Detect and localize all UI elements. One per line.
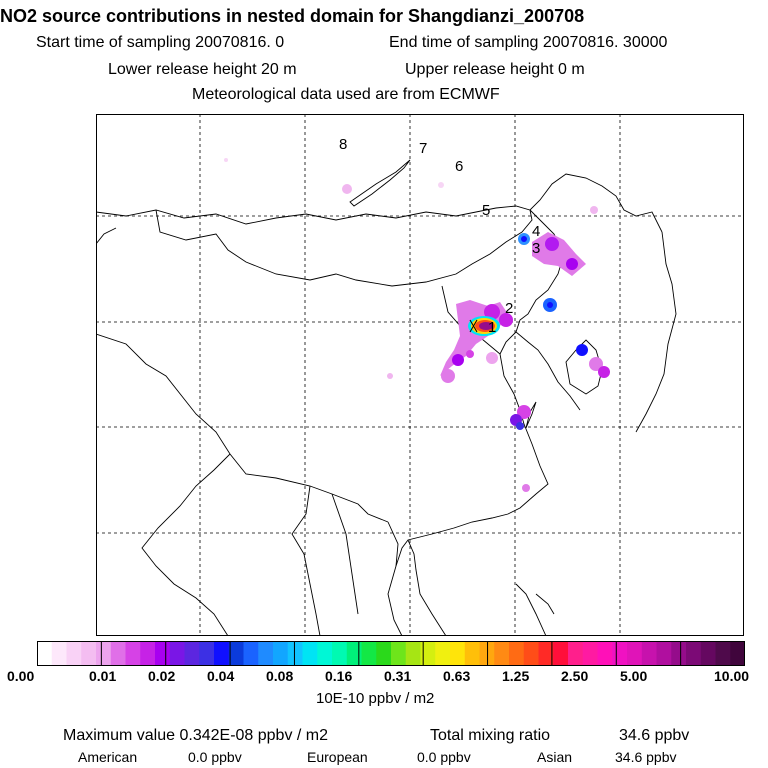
country-borders	[96, 173, 677, 636]
colorbar-cell	[597, 641, 613, 666]
marker-3: 3	[532, 240, 540, 257]
no2-concentration-field	[224, 158, 610, 492]
colorbar-cell	[700, 641, 716, 666]
colorbar-cell	[317, 641, 333, 666]
total-mixing-ratio-label: Total mixing ratio	[430, 727, 551, 744]
colorbar-cell	[302, 641, 318, 666]
colorbar-tick-label: 0.01	[89, 668, 117, 684]
colorbar-cell	[332, 641, 348, 666]
colorbar-cell	[110, 641, 126, 666]
colorbar-cell	[96, 641, 112, 666]
colorbar-tick-label: 5.00	[620, 668, 648, 684]
colorbar-cell	[509, 641, 525, 666]
map-title: NO2 source contributions in nested domai…	[0, 6, 585, 26]
colorbar-cell	[37, 641, 53, 666]
colorbar-cell	[715, 641, 731, 666]
colorbar-cell	[287, 641, 303, 666]
european-label: European	[307, 749, 368, 765]
colorbar	[37, 641, 745, 666]
colorbar-cell	[464, 641, 480, 666]
colorbar-cell	[730, 641, 745, 666]
colorbar-cell	[523, 641, 539, 666]
colorbar-cell	[627, 641, 643, 666]
colorbar-cell	[361, 641, 377, 666]
marker-4: 4	[532, 223, 540, 240]
colorbar-cell	[228, 641, 244, 666]
colorbar-tick-label: 10.00	[714, 668, 750, 684]
european-value: 0.0 ppbv	[417, 749, 471, 765]
colorbar-cell	[140, 641, 156, 666]
colorbar-cell	[435, 641, 451, 666]
colorbar-cell	[568, 641, 584, 666]
colorbar-dividers	[100, 641, 682, 666]
colorbar-frame	[37, 641, 745, 666]
map-graticule	[96, 114, 744, 636]
marker-6: 6	[455, 158, 463, 175]
colorbar-cell	[494, 641, 510, 666]
maximum-value-label: Maximum value 0.342E-08 ppbv / m2	[63, 727, 329, 744]
colorbar-tick-label: 2.50	[561, 668, 589, 684]
colorbar-cell	[391, 641, 407, 666]
colorbar-tick-label: 0.04	[207, 668, 235, 684]
colorbar-cell	[553, 641, 569, 666]
map-panel: 1 2 3 4 5 6 7 8	[96, 114, 744, 636]
colorbar-cell	[273, 641, 289, 666]
upper-release-height-label: Upper release height 0 m	[405, 61, 585, 78]
colorbar-tick-label: 0.02	[148, 668, 176, 684]
meteorological-data-label: Meteorological data used are from ECMWF	[192, 86, 500, 103]
colorbar-cell	[538, 641, 554, 666]
american-label: American	[78, 749, 138, 765]
trajectory-markers: 1 2 3 4 5 6 7 8	[339, 136, 540, 336]
colorbar-cell	[51, 641, 67, 666]
colorbar-cell	[641, 641, 657, 666]
colorbar-cell	[81, 641, 97, 666]
colorbar-cell	[169, 641, 185, 666]
colorbar-cell	[346, 641, 362, 666]
end-time-label: End time of sampling 20070816. 30000	[389, 34, 668, 51]
colorbar-tick-label: 0.00	[7, 668, 35, 684]
colorbar-cell	[155, 641, 171, 666]
colorbar-tick-label: 0.31	[384, 668, 412, 684]
marker-8: 8	[339, 136, 347, 153]
marker-2: 2	[505, 300, 513, 317]
colorbar-cell	[243, 641, 259, 666]
colorbar-cell	[612, 641, 628, 666]
asian-value: 34.6 ppbv	[615, 749, 677, 765]
marker-5: 5	[482, 202, 490, 219]
colorbar-cell	[656, 641, 672, 666]
colorbar-cell	[184, 641, 200, 666]
colorbar-cell	[125, 641, 141, 666]
colorbar-cell	[405, 641, 421, 666]
marker-1: 1	[488, 319, 496, 336]
lake-outlines	[96, 159, 411, 245]
total-mixing-ratio-value: 34.6 ppbv	[619, 727, 690, 744]
colorbar-cell	[450, 641, 466, 666]
colorbar-tick-label: 0.16	[325, 668, 353, 684]
marker-7: 7	[419, 140, 427, 157]
lower-release-height-label: Lower release height 20 m	[108, 61, 297, 78]
colorbar-tick-label: 0.08	[266, 668, 294, 684]
colorbar-cell	[199, 641, 215, 666]
american-value: 0.0 ppbv	[188, 749, 242, 765]
colorbar-units: 10E-10 ppbv / m2	[316, 690, 435, 707]
colorbar-cell	[214, 641, 230, 666]
colorbar-cell	[420, 641, 436, 666]
map-frame	[96, 114, 744, 636]
start-time-label: Start time of sampling 20070816. 0	[36, 34, 285, 51]
colorbar-tick-label: 0.63	[443, 668, 471, 684]
colorbar-cells	[37, 641, 745, 666]
colorbar-cell	[376, 641, 392, 666]
colorbar-cell	[686, 641, 702, 666]
colorbar-cell	[258, 641, 274, 666]
colorbar-tick-label: 1.25	[502, 668, 530, 684]
asian-label: Asian	[537, 749, 573, 765]
colorbar-cell	[582, 641, 598, 666]
colorbar-cell	[66, 641, 82, 666]
colorbar-cell	[671, 641, 687, 666]
